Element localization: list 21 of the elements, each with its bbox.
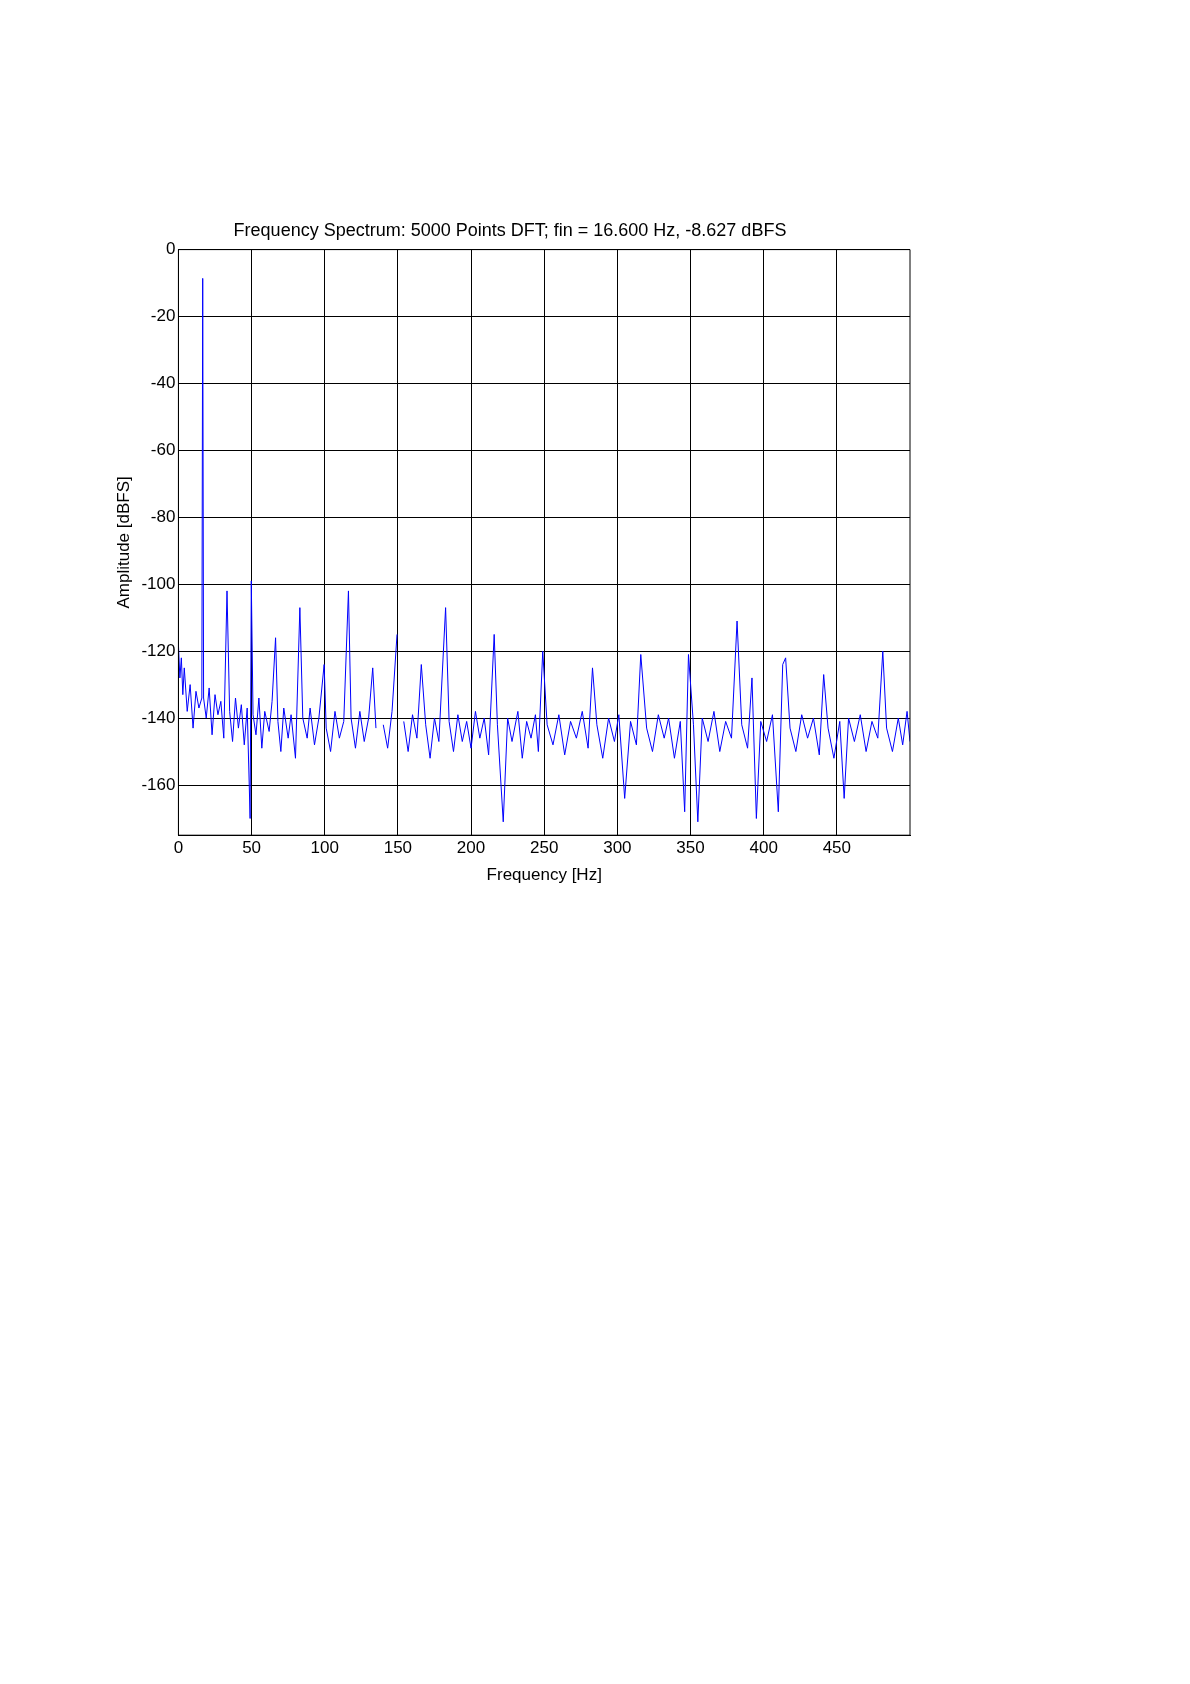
y-axis-title: Amplitude [dBFS] [113,476,133,609]
y-tick-label: -80 [150,506,176,526]
x-tick-label: 50 [242,838,262,858]
x-tick-label: 150 [383,838,413,858]
y-tick-label: -100 [141,573,176,593]
y-tick-label: -60 [150,440,176,460]
x-tick-label: 400 [749,838,778,858]
x-tick-label: 300 [603,838,632,858]
x-tick-label: 200 [456,838,486,858]
y-tick-label: -140 [141,707,176,727]
x-tick-label: 250 [530,838,559,858]
x-tick-label: 450 [822,838,852,858]
x-axis-title: Frequency [Hz] [486,865,602,885]
y-tick-label: -120 [141,640,176,660]
chart-title: Frequency Spectrum: 5000 Points DFT; fin = 16.600 Hz, -8.627 dBFS [233,219,787,240]
y-tick-label: -40 [150,373,176,393]
y-tick-label: 0 [165,239,176,259]
x-tick-label: 350 [676,838,705,858]
y-tick-label: -20 [150,306,176,326]
x-tick-label: 100 [310,838,339,858]
y-tick-label: -160 [141,774,176,794]
